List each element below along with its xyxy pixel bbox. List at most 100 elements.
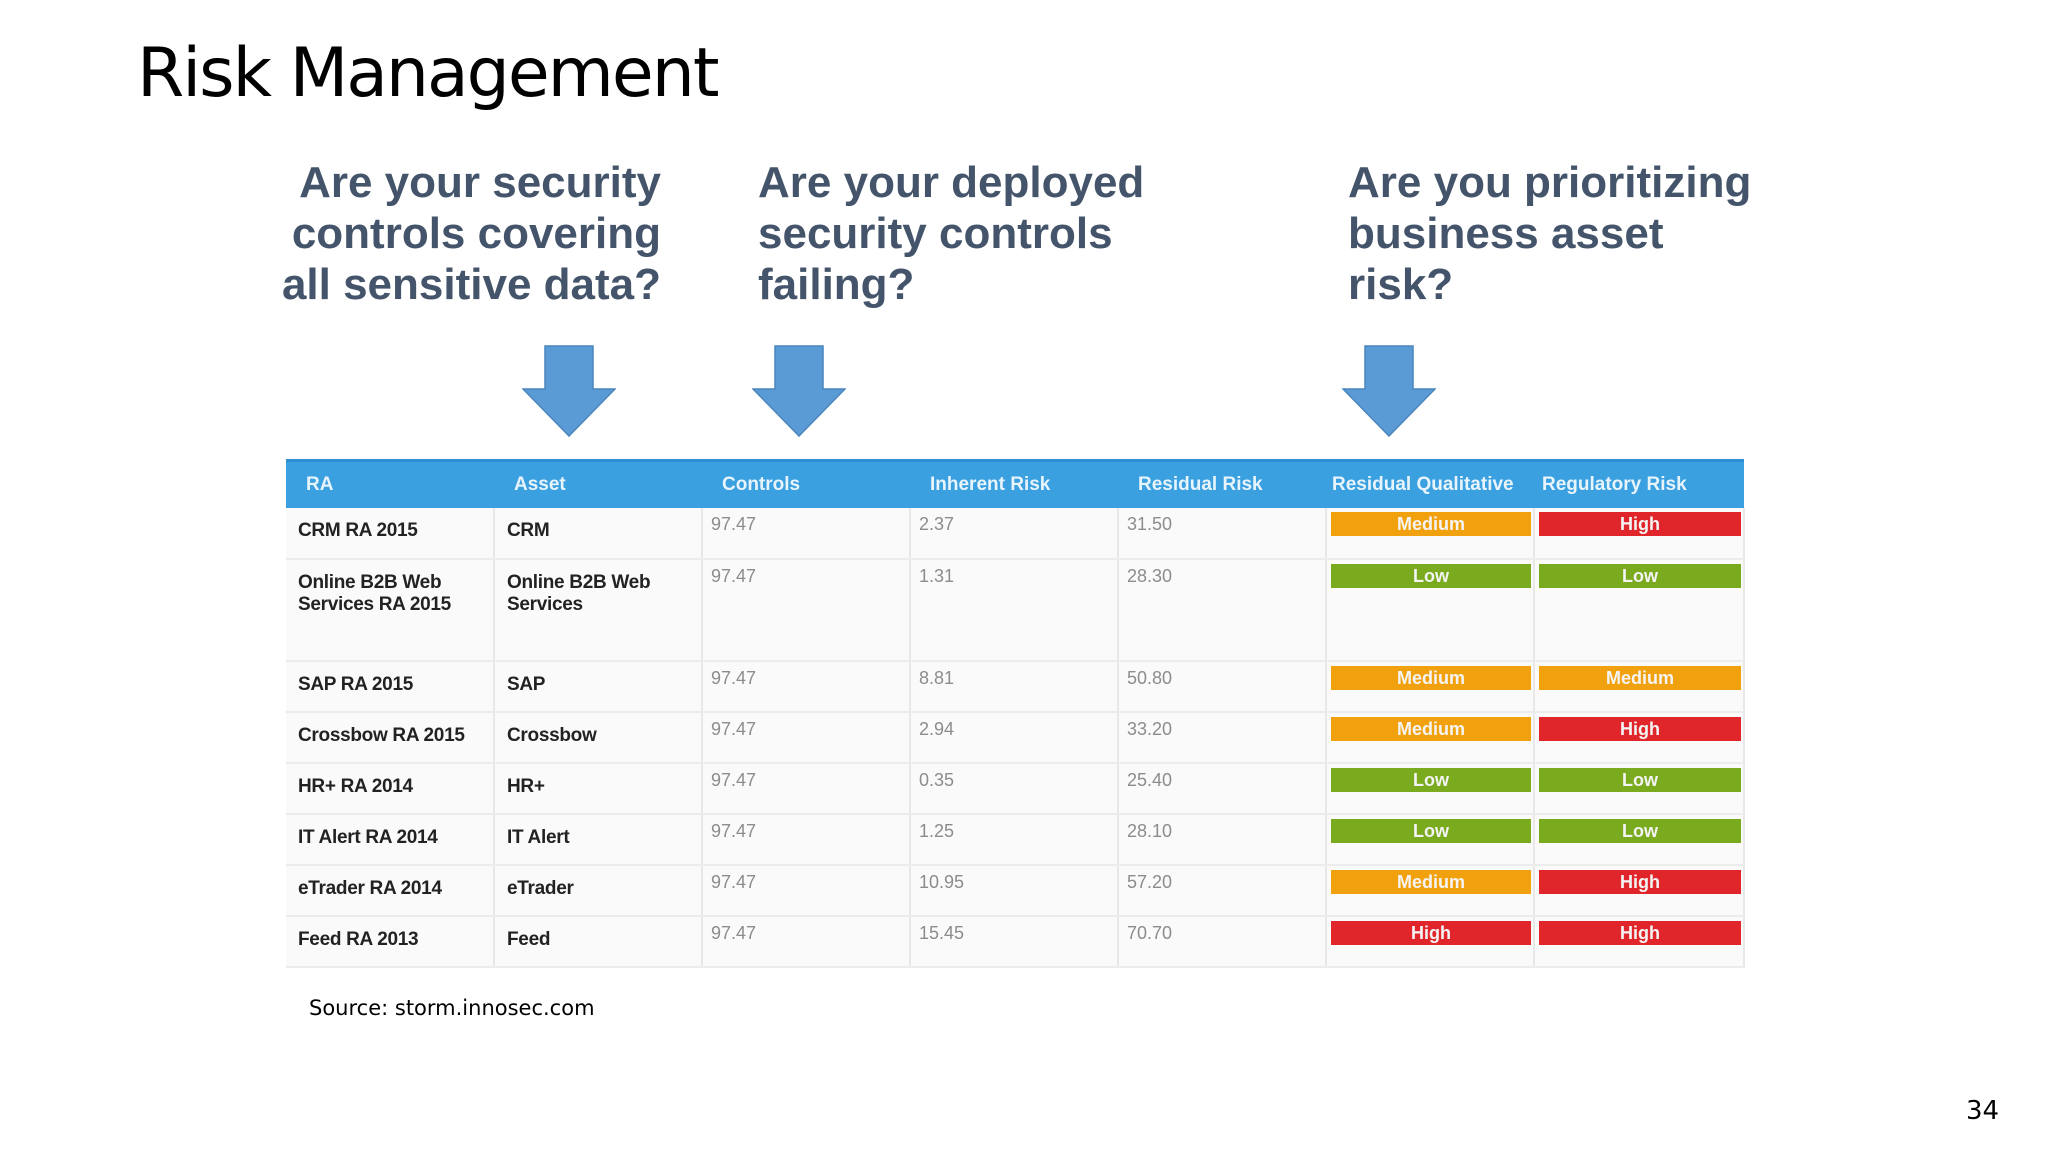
page-number: 34	[1966, 1096, 2000, 1126]
inherent-risk-cell: 0.35	[910, 763, 1119, 815]
down-arrow-icon	[1342, 345, 1436, 437]
residual-qualitative-badge-cell: Low	[1326, 559, 1535, 662]
table-header-row: RA Asset Controls Inherent Risk Residual…	[286, 459, 1744, 508]
down-arrow-icon	[522, 345, 616, 437]
controls-cell: 97.47	[702, 661, 911, 713]
question-line: Are your deployed	[758, 158, 1145, 207]
regulatory-risk-badge: High	[1539, 717, 1741, 741]
residual-qualitative-badge-cell: Low	[1326, 763, 1535, 815]
column-header: Asset	[494, 459, 702, 508]
ra-cell: CRM RA 2015	[286, 508, 495, 560]
regulatory-risk-badge-cell: Low	[1534, 559, 1745, 662]
regulatory-risk-badge: High	[1539, 512, 1741, 536]
column-header: RA	[286, 459, 494, 508]
table-row: Crossbow RA 2015 Crossbow 97.47 2.94 33.20 Me…	[286, 712, 1745, 764]
ra-cell: SAP RA 2015	[286, 661, 495, 713]
asset-cell: HR+	[494, 763, 703, 815]
residual-qualitative-badge: Medium	[1331, 717, 1531, 741]
table-row: CRM RA 2015 CRM 97.47 2.37 31.50 Medium High	[286, 508, 1745, 560]
residual-qualitative-badge: Low	[1331, 819, 1531, 843]
residual-risk-cell: 28.10	[1118, 814, 1327, 866]
regulatory-risk-badge-cell: High	[1534, 712, 1745, 764]
residual-qualitative-badge: Medium	[1331, 666, 1531, 690]
question-coverage: Are your security controls covering all …	[240, 157, 661, 310]
column-header: Controls	[702, 459, 910, 508]
regulatory-risk-badge-cell: High	[1534, 916, 1745, 968]
question-line: risk?	[1348, 260, 1454, 309]
table-row: Feed RA 2013 Feed 97.47 15.45 70.70 High High	[286, 916, 1745, 968]
column-header: Residual Qualitative	[1326, 459, 1534, 508]
inherent-risk-cell: 2.94	[910, 712, 1119, 764]
residual-qualitative-badge: High	[1331, 921, 1531, 945]
residual-risk-cell: 31.50	[1118, 508, 1327, 560]
asset-cell: Crossbow	[494, 712, 703, 764]
residual-risk-cell: 57.20	[1118, 865, 1327, 917]
regulatory-risk-badge: Low	[1539, 819, 1741, 843]
inherent-risk-cell: 8.81	[910, 661, 1119, 713]
inherent-risk-cell: 10.95	[910, 865, 1119, 917]
regulatory-risk-badge-cell: Medium	[1534, 661, 1745, 713]
residual-risk-cell: 70.70	[1118, 916, 1327, 968]
question-failing: Are your deployed security controls fail…	[758, 157, 1198, 310]
regulatory-risk-badge-cell: Low	[1534, 763, 1745, 815]
asset-cell: SAP	[494, 661, 703, 713]
ra-cell: Crossbow RA 2015	[286, 712, 495, 764]
ra-cell: Feed RA 2013	[286, 916, 495, 968]
regulatory-risk-badge-cell: High	[1534, 865, 1745, 917]
asset-cell: CRM	[494, 508, 703, 560]
residual-qualitative-badge-cell: Medium	[1326, 865, 1535, 917]
question-line: all sensitive data?	[281, 260, 661, 309]
ra-cell: HR+ RA 2014	[286, 763, 495, 815]
table-row: SAP RA 2015 SAP 97.47 8.81 50.80 Medium Medium	[286, 661, 1745, 713]
column-header: Residual Risk	[1118, 459, 1326, 508]
question-prioritizing: Are you prioritizing business asset risk…	[1348, 157, 1788, 310]
residual-qualitative-badge: Medium	[1331, 870, 1531, 894]
controls-cell: 97.47	[702, 916, 911, 968]
risk-table-image: RA Asset Controls Inherent Risk Residual…	[286, 459, 1745, 971]
residual-risk-cell: 33.20	[1118, 712, 1327, 764]
asset-cell: eTrader	[494, 865, 703, 917]
controls-cell: 97.47	[702, 508, 911, 560]
controls-cell: 97.47	[702, 814, 911, 866]
controls-cell: 97.47	[702, 559, 911, 662]
regulatory-risk-badge: Medium	[1539, 666, 1741, 690]
controls-cell: 97.47	[702, 865, 911, 917]
regulatory-risk-badge: Low	[1539, 768, 1741, 792]
inherent-risk-cell: 1.25	[910, 814, 1119, 866]
asset-cell: Feed	[494, 916, 703, 968]
inherent-risk-cell: 2.37	[910, 508, 1119, 560]
inherent-risk-cell: 1.31	[910, 559, 1119, 662]
residual-qualitative-badge-cell: Low	[1326, 814, 1535, 866]
asset-cell: Online B2B Web Services	[494, 559, 703, 662]
regulatory-risk-badge: Low	[1539, 564, 1741, 588]
question-line: Are you prioritizing	[1348, 158, 1752, 207]
question-line: controls covering	[291, 209, 661, 258]
residual-qualitative-badge: Low	[1331, 768, 1531, 792]
ra-cell: Online B2B Web Services RA 2015	[286, 559, 495, 662]
question-line: security controls	[758, 209, 1113, 258]
residual-qualitative-badge-cell: Medium	[1326, 712, 1535, 764]
residual-risk-cell: 28.30	[1118, 559, 1327, 662]
column-header: Inherent Risk	[910, 459, 1118, 508]
controls-cell: 97.47	[702, 712, 911, 764]
regulatory-risk-badge-cell: Low	[1534, 814, 1745, 866]
ra-cell: eTrader RA 2014	[286, 865, 495, 917]
ra-cell: IT Alert RA 2014	[286, 814, 495, 866]
slide-title: Risk Management	[137, 34, 720, 113]
inherent-risk-cell: 15.45	[910, 916, 1119, 968]
residual-qualitative-badge: Low	[1331, 564, 1531, 588]
residual-qualitative-badge-cell: Medium	[1326, 661, 1535, 713]
residual-qualitative-badge-cell: Medium	[1326, 508, 1535, 560]
asset-cell: IT Alert	[494, 814, 703, 866]
question-line: Are your security	[299, 158, 661, 207]
question-line: business asset	[1348, 209, 1664, 258]
regulatory-risk-badge: High	[1539, 921, 1741, 945]
controls-cell: 97.47	[702, 763, 911, 815]
table-row: IT Alert RA 2014 IT Alert 97.47 1.25 28.10 Lo…	[286, 814, 1745, 866]
table-row: Online B2B Web Services RA 2015 Online B2…	[286, 559, 1745, 662]
risk-table: RA Asset Controls Inherent Risk Residual…	[286, 459, 1745, 968]
down-arrow-icon	[752, 345, 846, 437]
regulatory-risk-badge: High	[1539, 870, 1741, 894]
residual-risk-cell: 50.80	[1118, 661, 1327, 713]
residual-risk-cell: 25.40	[1118, 763, 1327, 815]
